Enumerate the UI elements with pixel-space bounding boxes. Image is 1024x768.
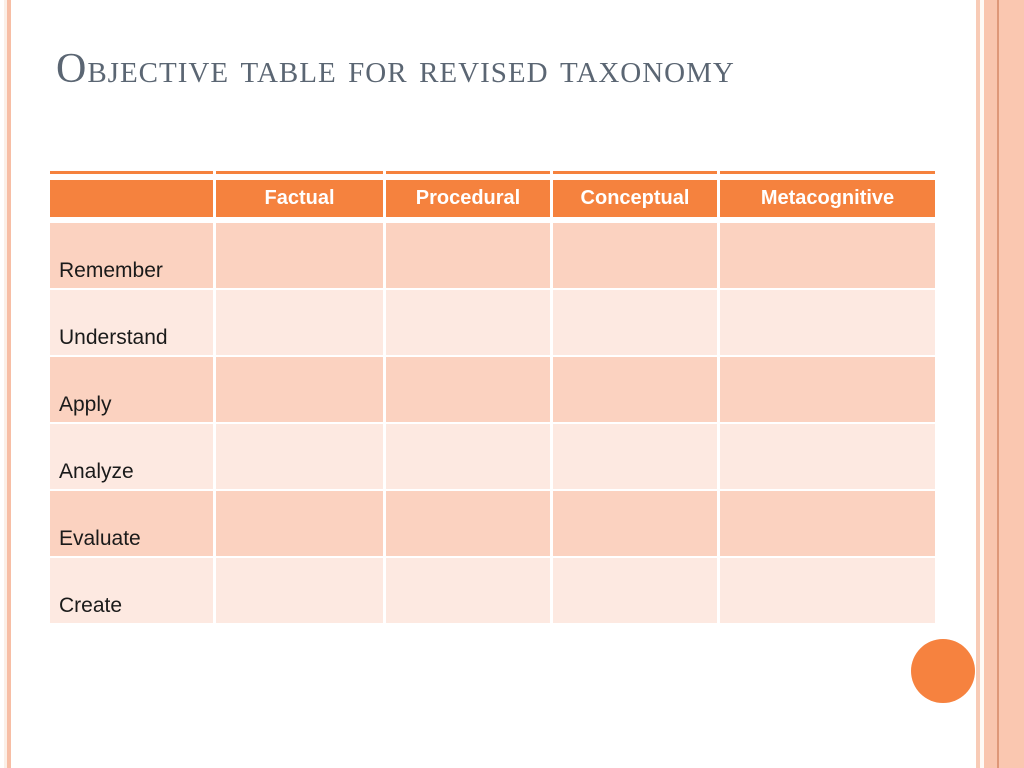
top-border-segment: [720, 171, 935, 174]
left-cream-stripe: [4, 0, 7, 768]
table-cell: [553, 290, 717, 355]
table-row: Understand: [50, 290, 935, 355]
table-cell: [720, 290, 935, 355]
row-label: Create: [50, 558, 213, 623]
table-body: Remember Understand Apply Analyze Evaluate Cr…: [50, 223, 935, 623]
slide-title: Objective table for revised taxonomy: [56, 46, 735, 92]
table-cell: [386, 424, 550, 489]
table-cell: [553, 357, 717, 422]
table-cell: [720, 558, 935, 623]
row-label: Evaluate: [50, 491, 213, 556]
table-cell: [386, 491, 550, 556]
table-row: Evaluate: [50, 491, 935, 556]
decorative-circle: [911, 639, 975, 703]
row-label: Remember: [50, 223, 213, 288]
table-cell: [720, 424, 935, 489]
right-stripe-2: [980, 0, 984, 768]
right-stripe-3: [984, 0, 997, 768]
right-stripe-4: [997, 0, 999, 768]
table-cell: [720, 491, 935, 556]
table-row: Analyze: [50, 424, 935, 489]
row-label: Analyze: [50, 424, 213, 489]
table-cell: [553, 491, 717, 556]
row-label: Apply: [50, 357, 213, 422]
table-cell: [386, 290, 550, 355]
column-header: Procedural: [386, 180, 550, 217]
row-label: Understand: [50, 290, 213, 355]
column-header: Factual: [216, 180, 383, 217]
table-cell: [216, 491, 383, 556]
table-cell: [386, 357, 550, 422]
top-border-segment: [386, 171, 550, 174]
table-cell: [720, 357, 935, 422]
table-header-row: Factual Procedural Conceptual Metacognitive: [50, 180, 935, 217]
table-cell: [216, 424, 383, 489]
table-row: Apply: [50, 357, 935, 422]
top-border-segment: [553, 171, 717, 174]
table-cell: [720, 223, 935, 288]
right-stripe-5: [999, 0, 1024, 768]
table-cell: [216, 558, 383, 623]
header-corner-cell: [50, 180, 213, 217]
top-border-segment: [50, 171, 213, 174]
table-cell: [386, 558, 550, 623]
table-cell: [553, 424, 717, 489]
table-row: Create: [50, 558, 935, 623]
table-cell: [216, 357, 383, 422]
table-top-border: [50, 171, 935, 174]
column-header: Conceptual: [553, 180, 717, 217]
right-stripe-1: [976, 0, 980, 768]
column-header: Metacognitive: [720, 180, 935, 217]
left-salmon-stripe: [7, 0, 11, 768]
table-cell: [216, 290, 383, 355]
table-row: Remember: [50, 223, 935, 288]
table-cell: [553, 223, 717, 288]
table-cell: [553, 558, 717, 623]
table-cell: [216, 223, 383, 288]
taxonomy-table: Factual Procedural Conceptual Metacognitive…: [50, 171, 935, 623]
top-border-segment: [216, 171, 383, 174]
table-cell: [386, 223, 550, 288]
